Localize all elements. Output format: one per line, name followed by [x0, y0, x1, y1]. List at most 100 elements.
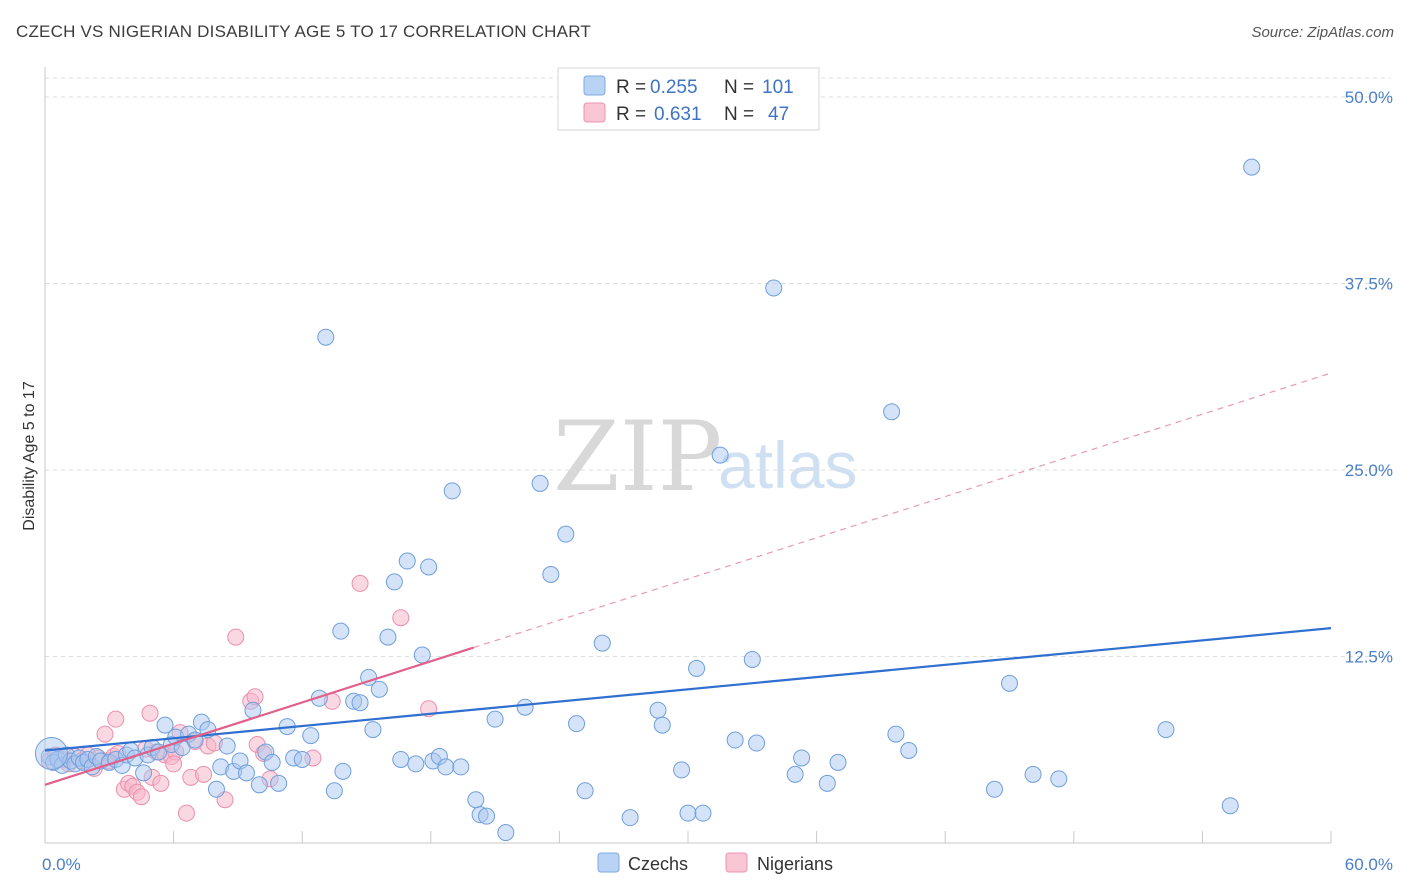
y-tick-label-3: 50.0% — [1345, 88, 1393, 107]
nigerians-point-34 — [227, 628, 245, 646]
czechs-point-94 — [818, 774, 836, 792]
czechs-point-45 — [302, 727, 320, 745]
czechs-point-102 — [1050, 770, 1068, 788]
nigerians-point-19 — [141, 704, 159, 722]
czechs-point-74 — [531, 474, 549, 492]
czechs-point-60 — [407, 755, 425, 773]
source-label: Source: ZipAtlas.com — [1251, 24, 1394, 41]
nigerians-point-42 — [351, 574, 369, 592]
czechs-point-56 — [379, 628, 397, 646]
czechs-point-73 — [516, 698, 534, 716]
czechs-point-71 — [486, 710, 504, 728]
czechs-point-48 — [325, 782, 343, 800]
czechs-point-92 — [786, 765, 804, 783]
czechs-point-93 — [793, 749, 811, 767]
czechs-point-90 — [748, 734, 766, 752]
czechs-point-44 — [293, 750, 311, 768]
czechs-point-40 — [263, 753, 281, 771]
y-axis-title: Disability Age 5 to 17 — [21, 381, 38, 531]
x-tick-labels: 0.0% 60.0% — [42, 855, 1393, 874]
bottom-legend: Czechs Nigerians — [597, 852, 833, 874]
czechs-point-47 — [317, 328, 335, 346]
legend-nigerians-n-value: 47 — [768, 104, 789, 125]
czechs-point-68 — [467, 791, 485, 809]
nigerians-point-30 — [195, 765, 213, 783]
czechs-point-85 — [688, 659, 706, 677]
czechs-point-59 — [398, 552, 416, 570]
czechs-point-61 — [413, 646, 431, 664]
czechs-point-62 — [420, 558, 438, 576]
nigerians-trend-line — [44, 646, 475, 786]
czechs-point-104 — [1221, 797, 1239, 815]
y-tick-labels: 12.5% 25.0% 37.5% 50.0% — [1345, 88, 1393, 667]
czechs-point-91 — [765, 279, 783, 297]
legend-nigerians-r-label: R = — [616, 104, 646, 125]
czechs-point-96 — [883, 403, 901, 421]
czechs-trend-line — [44, 627, 1332, 752]
czechs-point-78 — [576, 782, 594, 800]
legend-nigerians-r-value: 0.631 — [654, 104, 702, 125]
czechs-point-38 — [250, 776, 268, 794]
czechs-point-81 — [649, 701, 667, 719]
czechs-point-106 — [34, 736, 68, 770]
czechs-point-55 — [370, 680, 388, 698]
bottom-legend-nigerians: Nigerians — [757, 854, 833, 874]
czechs-point-87 — [711, 446, 729, 464]
bottom-legend-czechs: Czechs — [628, 854, 688, 874]
nigerians-point-45 — [165, 755, 183, 773]
legend-swatch-czechs — [583, 75, 606, 96]
bottom-legend-swatch-czechs — [597, 852, 620, 873]
legend-czechs-n-value: 101 — [762, 77, 794, 98]
watermark-atlas: atlas — [718, 428, 857, 502]
legend-czechs-r-value: 0.255 — [650, 77, 698, 98]
czechs-point-103 — [1157, 721, 1175, 739]
czechs-point-77 — [568, 715, 586, 733]
legend: R = 0.255 N = 101 R = 0.631 N = 47 — [557, 67, 820, 131]
czechs-point-57 — [385, 573, 403, 591]
legend-swatch-nigerians — [583, 102, 606, 123]
czechs-point-99 — [985, 780, 1003, 798]
legend-czechs-r-label: R = — [616, 77, 646, 98]
czechs-point-98 — [900, 741, 918, 759]
nigerians-points — [40, 574, 438, 822]
czechs-point-76 — [557, 525, 575, 543]
nigerians-trend-extension — [473, 372, 1332, 649]
czechs-point-36 — [237, 764, 255, 782]
czechs-point-75 — [542, 565, 560, 583]
legend-czechs-n-label: N = — [724, 77, 754, 98]
bottom-legend-swatch-nigerians — [725, 852, 748, 873]
nigerians-point-17 — [132, 788, 150, 806]
nigerians-point-27 — [177, 804, 195, 822]
czechs-point-86 — [694, 804, 712, 822]
czechs-point-100 — [1001, 674, 1018, 692]
czechs-point-97 — [887, 725, 905, 743]
czechs-point-66 — [443, 482, 461, 500]
czechs-point-49 — [332, 622, 350, 640]
czechs-point-23 — [156, 716, 174, 734]
nigerians-point-46 — [107, 710, 125, 728]
czechs-point-101 — [1024, 765, 1042, 783]
czechs-point-41 — [270, 774, 288, 792]
czechs-point-70 — [478, 807, 496, 825]
czechs-point-88 — [726, 731, 744, 749]
watermark-zip: ZIP — [553, 401, 722, 513]
czechs-point-72 — [497, 824, 515, 842]
czechs-point-89 — [743, 650, 761, 668]
czechs-point-52 — [351, 694, 369, 712]
czechs-point-95 — [829, 753, 847, 771]
czechs-point-19 — [135, 764, 153, 782]
czechs-point-84 — [679, 804, 697, 822]
czechs-point-105 — [1243, 158, 1261, 176]
x-tick-label-1: 60.0% — [1345, 855, 1393, 874]
chart-title: CZECH VS NIGERIAN DISABILITY AGE 5 TO 17… — [16, 22, 591, 41]
czechs-point-80 — [621, 809, 639, 827]
axes — [44, 67, 1332, 844]
czechs-point-65 — [437, 758, 455, 776]
czechs-point-83 — [673, 761, 691, 779]
czechs-point-82 — [653, 716, 671, 734]
y-tick-label-2: 37.5% — [1345, 275, 1393, 294]
czechs-point-31 — [207, 780, 225, 798]
y-tick-label-0: 12.5% — [1345, 648, 1393, 667]
czechs-point-54 — [364, 721, 382, 739]
